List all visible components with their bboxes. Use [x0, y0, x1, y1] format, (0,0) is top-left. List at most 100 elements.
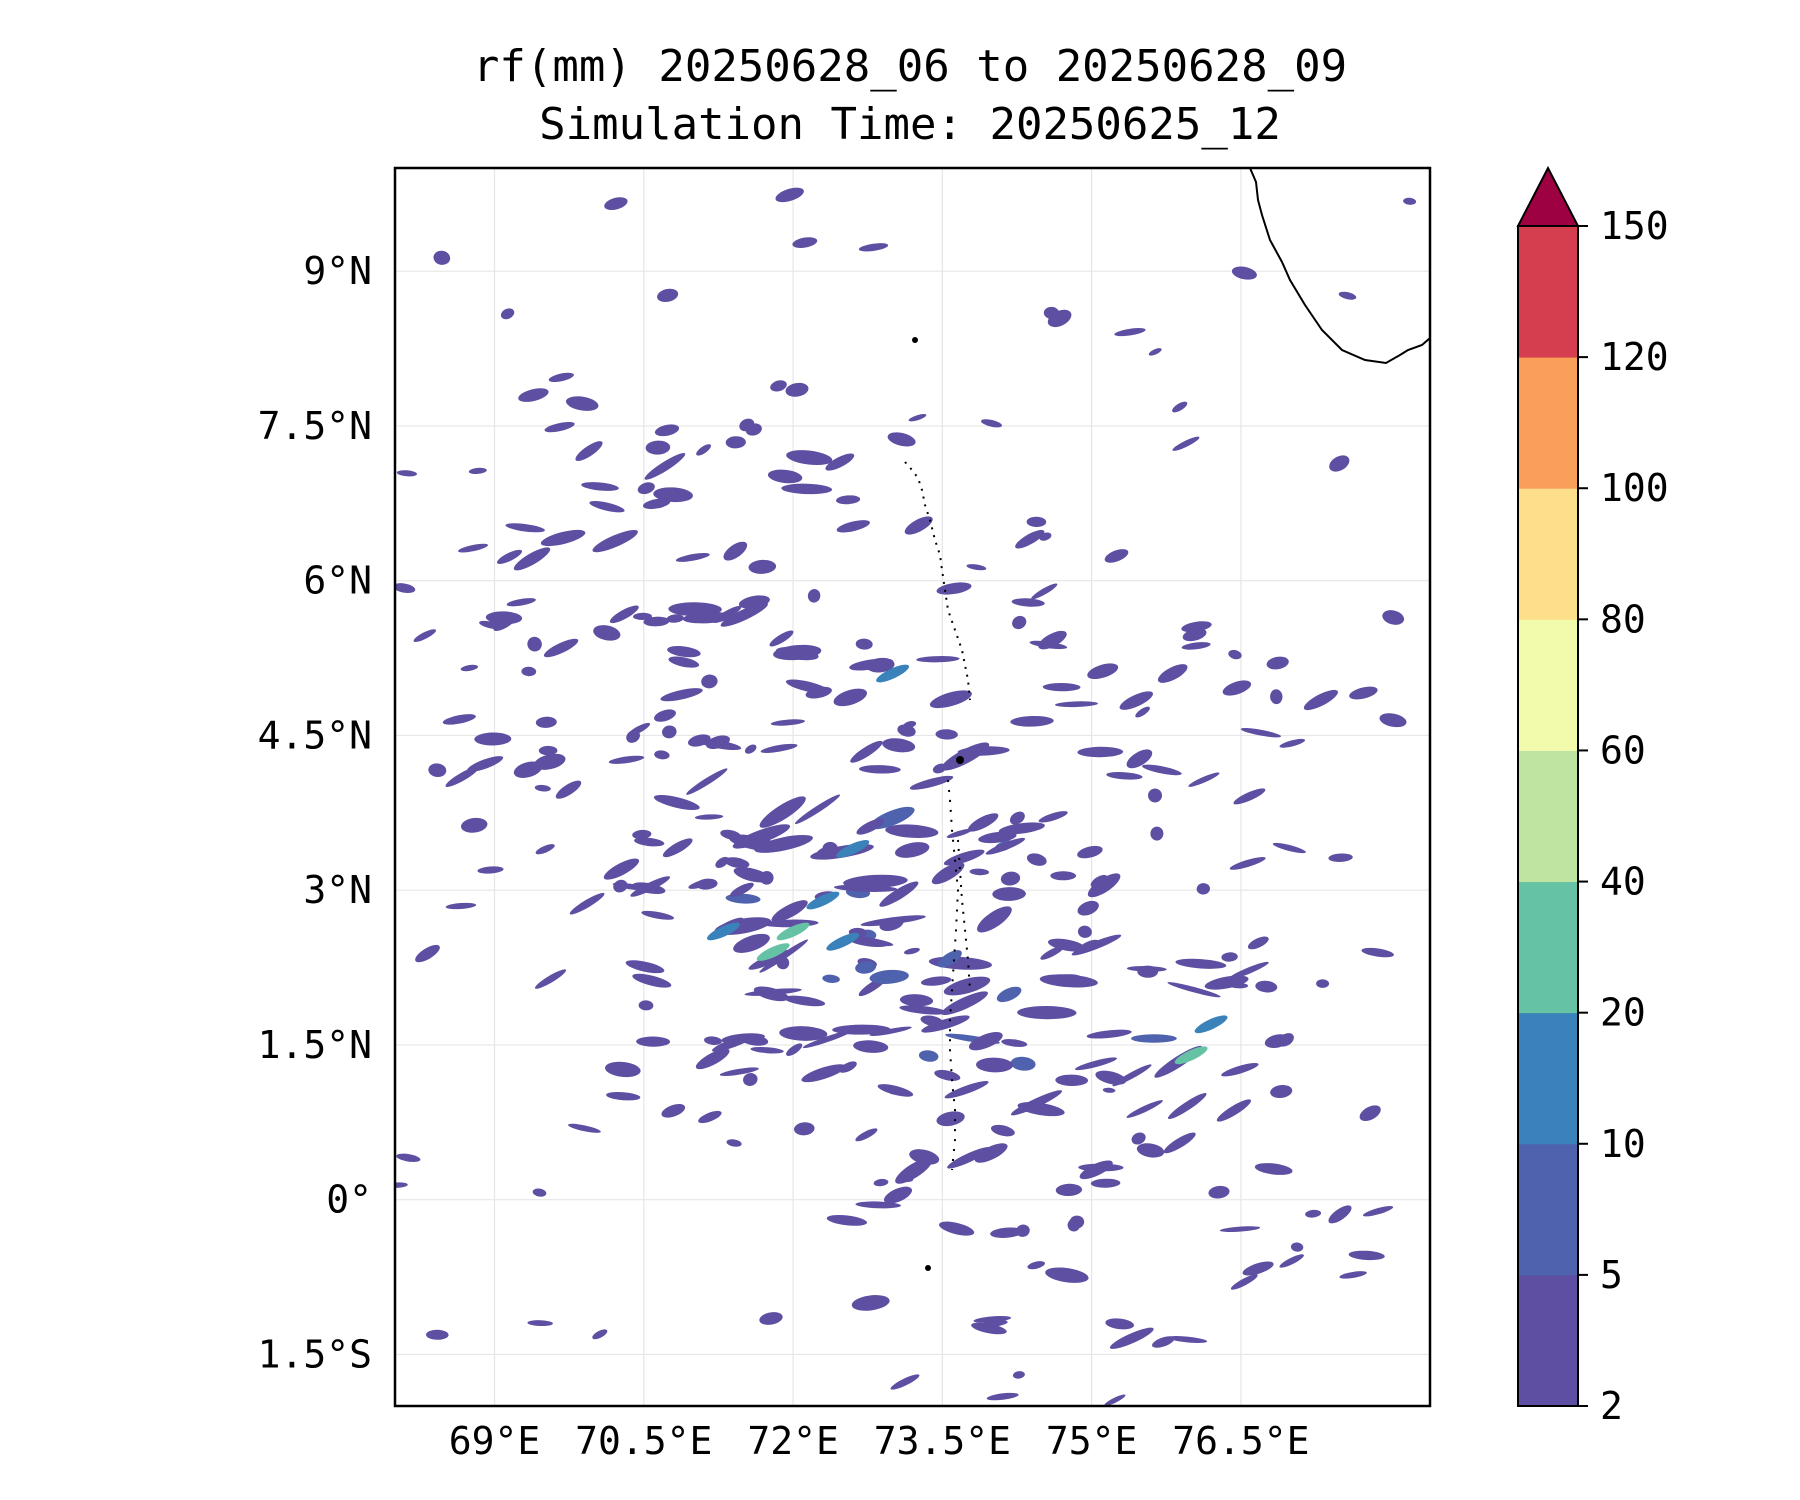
- rain-cell-18: [548, 372, 574, 383]
- rain-cell-167: [879, 881, 919, 907]
- rain-cell-106: [909, 775, 954, 790]
- rain-cell-381: [1229, 857, 1266, 870]
- rain-cell-306: [1279, 738, 1306, 748]
- rain-cell-310: [1172, 401, 1188, 413]
- rain-cell-277: [1010, 1056, 1036, 1071]
- rain-cell-243: [540, 529, 586, 547]
- rainfall-field: [395, 187, 1417, 1406]
- rain-core-5: [1174, 1046, 1208, 1065]
- rain-cell-95: [1040, 945, 1064, 960]
- rain-cell-251: [921, 1015, 970, 1033]
- rain-cell-33: [786, 450, 833, 466]
- rain-cell-42: [887, 432, 916, 447]
- rain-cell-324: [920, 976, 952, 986]
- rain-cell-143: [836, 520, 870, 533]
- rain-cell-339: [1148, 788, 1162, 803]
- rain-cell-341: [396, 470, 417, 477]
- rain-cell-337: [1338, 291, 1357, 300]
- rain-cell-244: [943, 976, 991, 996]
- rain-cell-299: [792, 237, 818, 248]
- rain-core-8: [876, 664, 910, 683]
- rain-cell-37: [445, 902, 477, 910]
- maldives-islands: [904, 461, 971, 701]
- rain-cell-99: [593, 625, 621, 641]
- rain-cell-214: [527, 636, 542, 652]
- rain-cell-392: [775, 187, 804, 203]
- rain-cell-204: [1329, 455, 1350, 472]
- rain-cell-140: [1362, 1206, 1394, 1217]
- rain-cell-127: [630, 876, 671, 897]
- rain-cell-81: [725, 436, 746, 449]
- rain-cell-28: [990, 1227, 1024, 1238]
- rain-cell-321: [505, 523, 545, 533]
- colorbar-label-3: 20: [1600, 991, 1646, 1035]
- rain-cell-166: [1090, 1178, 1121, 1188]
- colorbar-frame: [1517, 225, 1579, 1407]
- rain-cell-136: [696, 444, 712, 456]
- rain-cell-380: [898, 1175, 914, 1183]
- rain-cell-296: [943, 849, 985, 866]
- india-sri-lanka-coastline: [1249, 168, 1430, 365]
- rain-cell-125: [1305, 1209, 1322, 1218]
- y-tick-label-7: 1.5°S: [258, 1332, 372, 1376]
- rain-cell-357: [1188, 772, 1220, 787]
- x-tick-label-2: 72°E: [747, 1419, 839, 1463]
- rain-cell-56: [1403, 197, 1417, 205]
- rain-cell-248: [641, 910, 675, 920]
- colorbar-bin-6: [1518, 488, 1578, 620]
- rain-cell-338: [730, 882, 754, 897]
- rain-cell-116: [928, 956, 992, 970]
- rain-cell-46: [1242, 1261, 1274, 1276]
- rain-cell-171: [506, 598, 536, 607]
- rain-cell-203: [1196, 883, 1210, 895]
- rain-cell-61: [1075, 1057, 1117, 1071]
- rain-cell-347: [682, 612, 733, 624]
- rain-cell-30: [1361, 947, 1394, 958]
- rain-cell-32: [769, 630, 794, 647]
- rain-cell-365: [1009, 811, 1025, 825]
- minicoy-speck: [912, 337, 918, 343]
- rain-cell-165: [513, 761, 543, 778]
- rain-cell-101: [581, 482, 619, 491]
- rain-cell-97: [1054, 701, 1099, 708]
- rain-cell-396: [932, 763, 947, 774]
- map-frame: [393, 166, 1432, 1408]
- x-tick-label-1: 70.5°E: [575, 1419, 712, 1463]
- rain-cell-257: [801, 1064, 846, 1083]
- rain-cell-52: [1233, 788, 1266, 805]
- coastlines: [904, 168, 1430, 1271]
- rain-cell-211: [783, 995, 826, 1007]
- rain-core-6: [706, 922, 740, 941]
- rain-cell-84: [996, 986, 1022, 1003]
- rain-cell-394: [467, 756, 504, 772]
- rain-cell-110: [759, 870, 774, 885]
- rain-cell-155: [748, 950, 790, 970]
- rain-cell-210: [1175, 958, 1227, 969]
- rain-cell-20: [1055, 1074, 1089, 1087]
- rain-cell-399: [1104, 549, 1129, 563]
- rain-cell-119: [1038, 811, 1068, 823]
- rain-core-2: [826, 932, 860, 951]
- rain-cell-386: [1126, 966, 1167, 972]
- rain-cell-162: [1112, 1064, 1152, 1087]
- rain-cell-13: [644, 453, 686, 480]
- rain-cell-390: [643, 616, 670, 627]
- rain-cell-0: [460, 664, 478, 672]
- rain-cell-91: [1240, 728, 1282, 738]
- x-tick-label-4: 75°E: [1046, 1419, 1138, 1463]
- rain-cell-309: [723, 541, 748, 561]
- rain-cell-275: [395, 1182, 408, 1188]
- rain-cell-208: [879, 917, 904, 932]
- rain-cell-25: [667, 645, 701, 658]
- rain-cell-237: [739, 418, 755, 432]
- rain-cell-51: [458, 543, 488, 553]
- y-axis-ticks: 9°N 7.5°N 6°N 4.5°N 3°N 1.5°N 0° 1.5°S: [258, 249, 372, 1376]
- colorbar-label-0: 2: [1600, 1384, 1623, 1428]
- rain-cell-222: [882, 738, 916, 753]
- rain-cell-308: [543, 638, 579, 658]
- rain-cell-27: [786, 1043, 803, 1056]
- rain-cell-152: [1148, 348, 1162, 356]
- y-tick-label-1: 7.5°N: [258, 404, 372, 448]
- rain-cell-297: [1077, 746, 1124, 758]
- rain-cell-169: [1167, 982, 1221, 998]
